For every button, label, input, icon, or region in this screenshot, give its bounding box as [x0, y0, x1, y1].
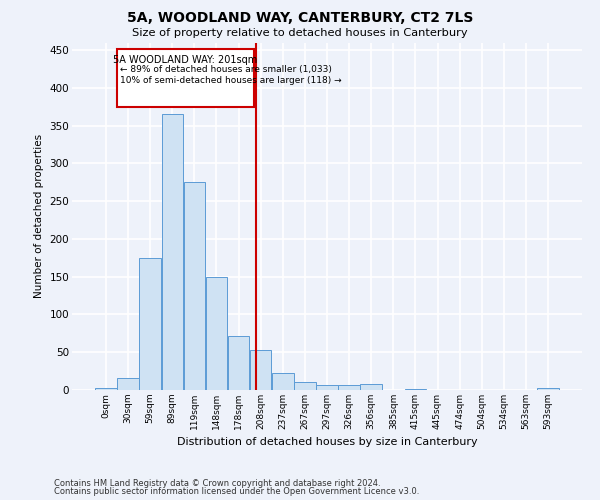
Bar — [250, 350, 271, 390]
Text: Contains public sector information licensed under the Open Government Licence v3: Contains public sector information licen… — [54, 488, 419, 496]
Bar — [338, 384, 360, 390]
Bar — [405, 389, 426, 390]
Text: Contains HM Land Registry data © Crown copyright and database right 2024.: Contains HM Land Registry data © Crown c… — [54, 478, 380, 488]
Bar — [316, 384, 338, 390]
Bar — [184, 182, 205, 390]
Text: 5A, WOODLAND WAY, CANTERBURY, CT2 7LS: 5A, WOODLAND WAY, CANTERBURY, CT2 7LS — [127, 12, 473, 26]
Bar — [139, 258, 161, 390]
FancyBboxPatch shape — [118, 48, 254, 106]
Text: 10% of semi-detached houses are larger (118) →: 10% of semi-detached houses are larger (… — [119, 76, 341, 84]
Bar — [228, 336, 249, 390]
Bar — [361, 384, 382, 390]
X-axis label: Distribution of detached houses by size in Canterbury: Distribution of detached houses by size … — [176, 438, 478, 448]
Y-axis label: Number of detached properties: Number of detached properties — [34, 134, 44, 298]
Text: 5A WOODLAND WAY: 201sqm: 5A WOODLAND WAY: 201sqm — [113, 54, 257, 64]
Bar — [272, 374, 293, 390]
Text: ← 89% of detached houses are smaller (1,033): ← 89% of detached houses are smaller (1,… — [119, 65, 331, 74]
Bar — [538, 388, 559, 390]
Text: Size of property relative to detached houses in Canterbury: Size of property relative to detached ho… — [132, 28, 468, 38]
Bar — [294, 382, 316, 390]
Bar — [161, 114, 183, 390]
Bar — [206, 276, 227, 390]
Bar — [95, 388, 116, 390]
Bar — [117, 378, 139, 390]
